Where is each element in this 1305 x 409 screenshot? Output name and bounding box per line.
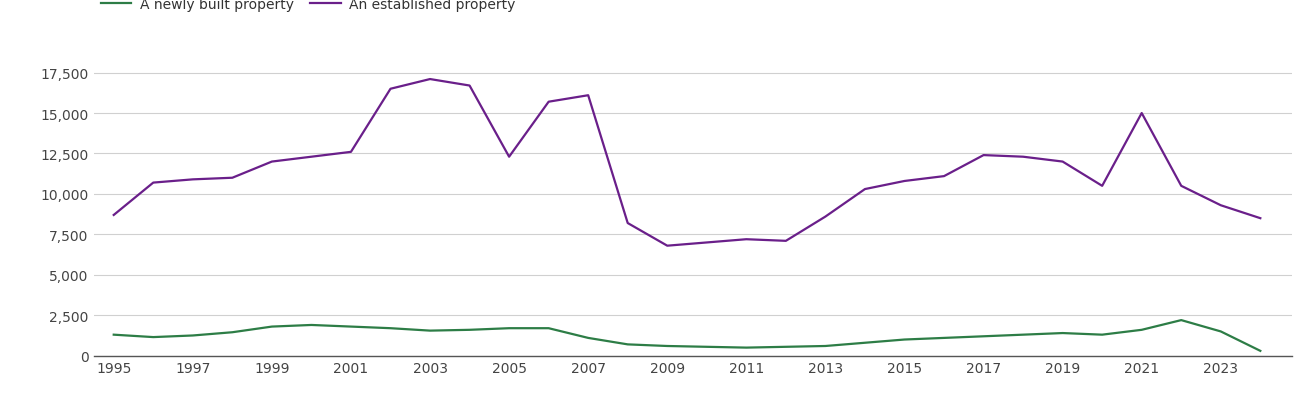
An established property xyxy=(1054,160,1070,164)
A newly built property xyxy=(185,333,201,338)
A newly built property xyxy=(817,344,833,348)
A newly built property xyxy=(897,337,912,342)
An established property xyxy=(581,94,596,99)
A newly built property xyxy=(659,344,675,348)
An established property xyxy=(501,155,517,160)
An established property xyxy=(343,150,359,155)
A newly built property xyxy=(976,334,992,339)
An established property xyxy=(224,176,240,181)
A newly built property xyxy=(304,323,320,328)
A newly built property xyxy=(501,326,517,331)
A newly built property xyxy=(857,340,873,345)
An established property xyxy=(145,181,161,186)
A newly built property xyxy=(1134,328,1150,333)
A newly built property xyxy=(581,336,596,341)
An established property xyxy=(659,244,675,249)
A newly built property xyxy=(1253,348,1268,353)
Line: An established property: An established property xyxy=(114,80,1261,246)
An established property xyxy=(264,160,279,164)
A newly built property xyxy=(1173,318,1189,323)
An established property xyxy=(462,84,478,89)
A newly built property xyxy=(224,330,240,335)
An established property xyxy=(699,240,715,245)
An established property xyxy=(1173,184,1189,189)
A newly built property xyxy=(1054,331,1070,336)
An established property xyxy=(1015,155,1031,160)
A newly built property xyxy=(106,333,121,337)
An established property xyxy=(1134,111,1150,116)
An established property xyxy=(739,237,754,242)
An established property xyxy=(778,239,793,244)
A newly built property xyxy=(540,326,556,331)
An established property xyxy=(1095,184,1111,189)
A newly built property xyxy=(145,335,161,340)
A newly built property xyxy=(343,324,359,329)
An established property xyxy=(620,221,636,226)
An established property xyxy=(423,77,438,82)
An established property xyxy=(106,213,121,218)
An established property xyxy=(1253,216,1268,221)
An established property xyxy=(897,179,912,184)
Line: A newly built property: A newly built property xyxy=(114,320,1261,351)
An established property xyxy=(1212,203,1228,208)
A newly built property xyxy=(264,324,279,329)
A newly built property xyxy=(699,344,715,349)
A newly built property xyxy=(620,342,636,347)
An established property xyxy=(540,100,556,105)
A newly built property xyxy=(1212,329,1228,334)
A newly built property xyxy=(1095,333,1111,337)
An established property xyxy=(817,215,833,220)
A newly built property xyxy=(1015,333,1031,337)
A newly built property xyxy=(778,344,793,349)
A newly built property xyxy=(739,345,754,350)
An established property xyxy=(976,153,992,158)
An established property xyxy=(857,187,873,192)
A newly built property xyxy=(936,336,951,341)
A newly built property xyxy=(462,328,478,333)
An established property xyxy=(382,87,398,92)
An established property xyxy=(185,178,201,182)
An established property xyxy=(304,155,320,160)
Legend: A newly built property, An established property: A newly built property, An established p… xyxy=(100,0,515,12)
A newly built property xyxy=(382,326,398,331)
An established property xyxy=(936,174,951,179)
A newly built property xyxy=(423,328,438,333)
